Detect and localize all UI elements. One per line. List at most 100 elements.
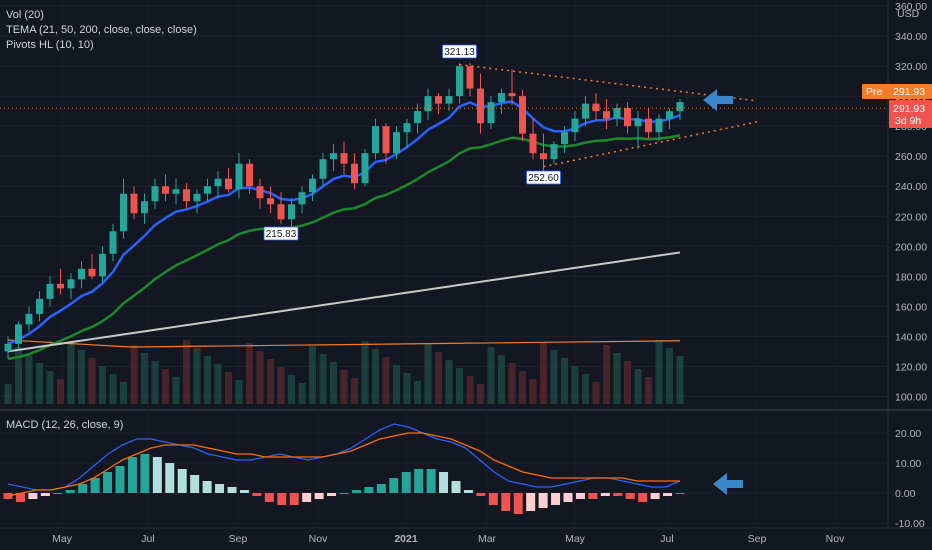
candle-body bbox=[36, 298, 43, 314]
macd-histogram-bar bbox=[28, 493, 38, 499]
time-tick-label: Nov bbox=[826, 533, 845, 545]
pre-badge-value: 291.93 bbox=[893, 86, 925, 98]
candle-body bbox=[78, 268, 85, 280]
candle-body bbox=[183, 189, 190, 202]
macd-histogram-bar bbox=[190, 475, 200, 493]
volume-bar bbox=[235, 380, 243, 404]
volume-bar bbox=[361, 341, 369, 404]
volume-bar bbox=[624, 361, 631, 404]
time-tick-label: May bbox=[52, 533, 73, 545]
candle-body bbox=[46, 283, 54, 299]
candle-body bbox=[498, 93, 505, 103]
macd-histogram-bar bbox=[53, 493, 63, 494]
volume-bar bbox=[67, 342, 75, 404]
volume-bar bbox=[634, 369, 642, 404]
volume-bar bbox=[540, 342, 547, 404]
macd-histogram-bar bbox=[426, 469, 436, 493]
pivot-high-label: 321.13 bbox=[442, 44, 477, 59]
volume-bar bbox=[340, 370, 348, 404]
volume-bar bbox=[172, 377, 180, 404]
time-tick-label: Jul bbox=[141, 533, 154, 545]
volume-bar bbox=[141, 353, 148, 404]
time-tick-label: Sep bbox=[748, 533, 767, 545]
volume-bar bbox=[424, 344, 432, 404]
volume-bar bbox=[214, 364, 222, 404]
volume-bar bbox=[36, 363, 43, 404]
tema200-line bbox=[7, 251, 681, 353]
arrow-icon-macd bbox=[713, 473, 743, 495]
price-tick-label: 160.00 bbox=[895, 301, 927, 313]
legend-vol[interactable]: Vol (20) bbox=[6, 9, 44, 21]
pivot-high-label-box bbox=[442, 44, 477, 59]
candle-body bbox=[561, 132, 568, 145]
macd-histogram-bar bbox=[401, 472, 411, 493]
pivot-low-label-2: 252.60 bbox=[526, 170, 561, 185]
macd-histogram-bar bbox=[65, 490, 75, 493]
price-tick-label: 340.00 bbox=[895, 31, 927, 43]
candle-body bbox=[88, 268, 96, 277]
macd-tick-label: 10.00 bbox=[895, 458, 921, 470]
volume-bar bbox=[550, 350, 558, 404]
price-tick-label: 200.00 bbox=[895, 241, 927, 253]
price-tick-label: 260.00 bbox=[895, 151, 927, 163]
volume-bar bbox=[319, 354, 327, 404]
candle-body bbox=[193, 193, 201, 202]
volume-bar bbox=[561, 358, 568, 404]
legend-tema[interactable]: TEMA (21, 50, 200, close, close, close) bbox=[6, 24, 197, 36]
macd-histogram-bar bbox=[152, 457, 162, 493]
volume-bar bbox=[372, 349, 379, 404]
macd-histogram-bar bbox=[277, 493, 287, 505]
volume-bar bbox=[382, 357, 390, 404]
arrow-icon-macd-shape bbox=[713, 473, 743, 495]
volume-bar bbox=[25, 355, 33, 404]
candlesticks bbox=[4, 63, 684, 359]
macd-histogram-bar bbox=[103, 472, 113, 493]
macd-histogram-bar bbox=[650, 493, 660, 499]
candle-body bbox=[582, 103, 589, 119]
candle-body bbox=[246, 163, 253, 187]
macd-histogram-bar bbox=[563, 493, 573, 502]
price-tick-label: 100.00 bbox=[895, 391, 927, 403]
macd-histogram-bar bbox=[140, 454, 150, 493]
volume-bar bbox=[57, 379, 64, 404]
macd-histogram-bar bbox=[675, 493, 685, 494]
candle-body bbox=[25, 313, 33, 325]
legend-pivots[interactable]: Pivots HL (10, 10) bbox=[6, 39, 94, 51]
macd-histogram-bar bbox=[15, 493, 25, 502]
macd-histogram-bar bbox=[376, 484, 386, 493]
price-tick-label: 220.00 bbox=[895, 211, 927, 223]
volume-bar bbox=[414, 381, 421, 404]
volume-bar bbox=[466, 376, 474, 404]
price-tick-label: 360.00 bbox=[895, 1, 927, 13]
volume-bar bbox=[487, 347, 495, 404]
pivot-low-label-1-box bbox=[263, 226, 299, 241]
macd-histogram-bar bbox=[501, 493, 511, 511]
candle-body bbox=[403, 123, 411, 133]
legend-macd[interactable]: MACD (12, 26, close, 9) bbox=[6, 419, 124, 431]
candle-body bbox=[214, 178, 222, 187]
candle-body bbox=[456, 66, 463, 97]
candle-body bbox=[351, 163, 358, 184]
macd-histogram-bar bbox=[327, 493, 337, 496]
volume-bar bbox=[592, 382, 600, 404]
macd-tick-label: -10.00 bbox=[895, 518, 925, 530]
candle-body bbox=[393, 132, 400, 154]
volume-bar bbox=[288, 375, 295, 404]
candle-body bbox=[666, 111, 673, 119]
macd-histogram-bar bbox=[264, 493, 274, 502]
volume-bar bbox=[4, 384, 12, 404]
volume-bar bbox=[246, 343, 253, 404]
volume-bar bbox=[645, 377, 652, 404]
macd-histogram-bar bbox=[339, 493, 349, 494]
candle-body bbox=[130, 193, 138, 214]
time-tick-label: Jul bbox=[660, 533, 673, 545]
price-tick-label: 240.00 bbox=[895, 181, 927, 193]
candle-body bbox=[477, 88, 484, 124]
macd-histogram-bar bbox=[439, 472, 449, 493]
price-tick-label: 180.00 bbox=[895, 271, 927, 283]
candle-body bbox=[109, 231, 117, 254]
candle-body bbox=[519, 96, 526, 134]
macd-histogram-bar bbox=[476, 493, 486, 496]
macd-histogram-bar bbox=[488, 493, 498, 505]
